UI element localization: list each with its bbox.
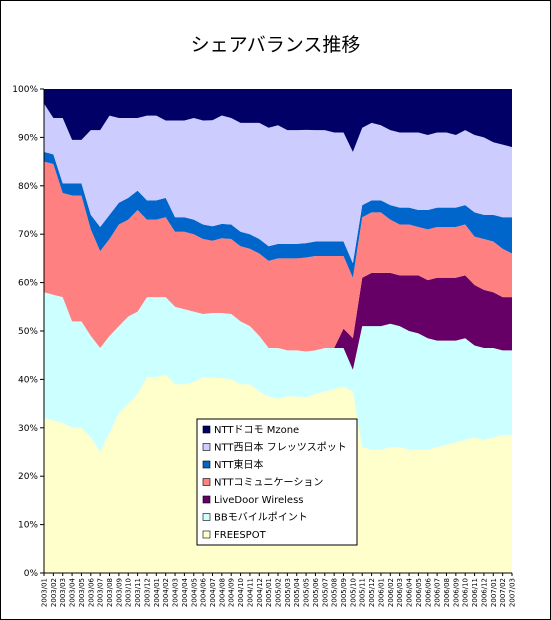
x-tick-label: 2003/07	[97, 578, 105, 607]
x-tick-label: 2004/11	[246, 578, 254, 607]
x-tick-label: 2006/07	[434, 578, 442, 607]
x-tick-label: 2003/06	[87, 577, 95, 607]
legend-swatch	[202, 460, 211, 469]
x-tick-label: 2005/12	[368, 578, 376, 607]
x-tick-label: 2005/04	[293, 577, 301, 607]
legend-swatch	[202, 513, 211, 521]
x-tick-label: 2004/04	[181, 577, 189, 607]
legend-label: NTT西日本 フレッツスポット	[214, 441, 347, 454]
x-tick-label: 2006/05	[415, 578, 423, 607]
x-tick-label: 2006/10	[462, 578, 470, 607]
x-tick-label: 2003/04	[69, 577, 77, 607]
x-tick-label: 2005/08	[331, 578, 339, 607]
x-tick-label: 2004/06	[200, 577, 208, 607]
legend-label: LiveDoor Wireless	[214, 495, 304, 506]
legend-label: BBモバイルポイント	[214, 512, 308, 524]
y-tick-label: 10%	[18, 521, 38, 531]
x-tick-label: 2003/01	[41, 578, 49, 607]
legend-swatch	[202, 478, 211, 486]
axes-group: 0% 10% 20% 30% 40% 50% 60% 70% 80% 90% 100% 2003/01…	[12, 85, 516, 607]
x-tick-label: 2005/01	[265, 578, 273, 607]
y-tick-label: 90%	[18, 133, 38, 143]
x-tick-label: 2005/02	[275, 578, 283, 607]
legend-box	[196, 418, 358, 546]
x-tick-label: 2003/10	[125, 578, 133, 607]
legend-label: FREESPOT	[214, 530, 267, 541]
legend-swatch	[202, 443, 211, 451]
y-tick-label: 40%	[18, 375, 38, 385]
x-tick-label: 2004/08	[218, 578, 226, 607]
x-tick-label: 2007/01	[490, 578, 498, 607]
area-series-2	[44, 272, 512, 370]
x-tick-label: 2003/05	[78, 578, 86, 607]
x-tick-label: 2006/12	[480, 578, 488, 607]
x-tick-label: 2004/01	[153, 578, 161, 607]
x-tick-label: 2004/07	[209, 578, 217, 607]
legend-swatch	[202, 495, 211, 504]
x-tick-label: 2006/09	[452, 578, 460, 607]
legend: NTTドコモ Mzone NTT西日本 フレッツスポット NTT東日本 NTTコミュニ…	[196, 418, 358, 546]
area-series-group	[44, 89, 512, 573]
x-tick-label: 2006/01	[377, 578, 385, 607]
area-series-1	[44, 292, 512, 452]
x-tick-label: 2006/04	[406, 577, 414, 607]
x-tick-label: 2005/07	[321, 578, 329, 607]
x-tick-label: 2003/02	[50, 578, 58, 607]
x-tick-label: 2006/11	[471, 578, 479, 607]
x-tick-label: 2005/03	[284, 578, 292, 607]
x-tick-label: 2003/12	[143, 578, 151, 607]
x-tick-label: 2004/05	[190, 578, 198, 607]
y-tick-label: 70%	[18, 230, 38, 240]
x-tick-label: 2005/06	[312, 577, 320, 607]
x-tick-label: 2007/02	[499, 578, 507, 607]
chart-title: シェアバランス推移	[190, 34, 361, 56]
x-tick-label: 2004/09	[228, 578, 236, 607]
y-tick-label: 0%	[24, 569, 39, 579]
area-series-5	[44, 103, 512, 264]
y-tick-label: 30%	[18, 424, 38, 434]
x-tick-label: 2006/03	[396, 578, 404, 607]
x-tick-label: 2006/02	[387, 578, 395, 607]
x-tick-label: 2003/03	[59, 578, 67, 607]
area-series-3	[44, 161, 512, 352]
x-tick-label: 2005/05	[303, 578, 311, 607]
x-tick-label: 2003/09	[115, 578, 123, 607]
x-tick-label: 2004/03	[172, 578, 180, 607]
y-tick-label: 20%	[18, 472, 38, 482]
x-tick-label: 2003/08	[106, 578, 114, 607]
x-tick-label: 2004/02	[162, 578, 170, 607]
x-tick-label: 2003/11	[134, 578, 142, 607]
x-tick-label: 2005/10	[349, 578, 357, 607]
x-tick-label: 2004/12	[256, 578, 264, 607]
x-tick-label: 2007/03	[509, 578, 517, 607]
legend-swatch	[202, 530, 211, 539]
area-series-6	[44, 89, 512, 152]
legend-label: NTTドコモ Mzone	[214, 425, 299, 436]
x-tick-label: 2005/09	[340, 578, 348, 607]
x-tick-label: 2004/10	[237, 578, 245, 607]
legend-label: NTTコミュニケーション	[214, 477, 323, 489]
legend-label: NTT東日本	[214, 458, 264, 471]
area-series-4	[44, 151, 512, 278]
y-tick-label: 50%	[18, 327, 38, 337]
y-tick-label: 100%	[12, 85, 38, 95]
x-tick-label: 2006/08	[443, 578, 451, 607]
x-tick-label: 2005/11	[359, 578, 367, 607]
y-tick-label: 60%	[18, 279, 38, 289]
legend-swatch	[202, 425, 211, 434]
x-tick-label: 2006/06	[424, 577, 432, 607]
y-tick-label: 80%	[18, 182, 38, 192]
